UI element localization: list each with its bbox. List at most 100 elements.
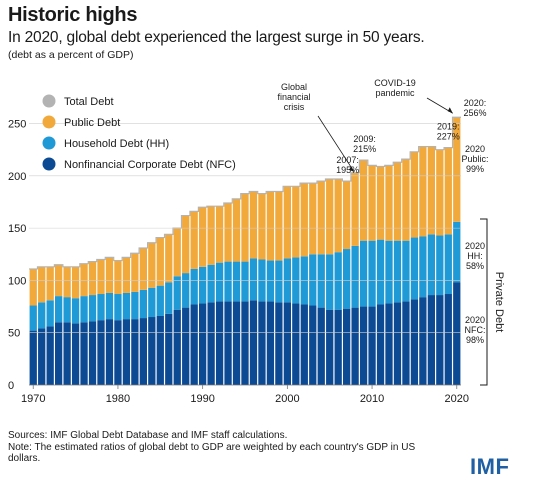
note-line: Note: The estimated ratios of global deb…	[8, 441, 416, 465]
label-2007: 2007: 195%	[336, 155, 359, 175]
label-2020-nfc-line: 98%	[466, 335, 484, 345]
bar-public	[173, 228, 181, 277]
total-debt-line	[29, 116, 461, 270]
bar-hh	[266, 260, 275, 302]
bar-hh	[317, 254, 325, 308]
bar-nfc	[232, 301, 241, 385]
y-tick-label: 0	[8, 380, 14, 392]
x-tick-label: 1980	[106, 393, 130, 405]
bar-public	[148, 242, 156, 288]
bar-nfc	[309, 305, 317, 385]
bar-hh	[97, 294, 105, 321]
bar-hh	[334, 252, 342, 310]
bar-nfc	[334, 309, 342, 385]
bar-public	[71, 266, 80, 299]
bar-public	[182, 215, 190, 274]
gfc-annotation-line: financial	[277, 92, 310, 102]
bar-nfc	[453, 282, 461, 385]
x-tick-label: 2000	[275, 393, 299, 405]
bar-nfc	[165, 313, 173, 385]
legend: Total Debt Public Debt Household Debt (HH)…	[42, 94, 236, 171]
label-2020-public-line: 2020	[465, 144, 485, 154]
label-2020-public-line: Public:	[461, 154, 488, 164]
bar-nfc	[38, 328, 46, 385]
bar-hh	[249, 258, 258, 301]
bar-public	[275, 191, 283, 261]
bar-hh	[326, 254, 334, 310]
bar-public	[63, 266, 71, 298]
bar-public	[38, 266, 46, 303]
bar-nfc	[283, 302, 291, 385]
unit-note: (debt as a percent of GDP)	[8, 49, 134, 61]
legend-label: Public Debt	[64, 117, 120, 129]
covid-annotation: COVID-19 pandemic	[374, 78, 416, 98]
bar-nfc	[368, 306, 376, 385]
bar-nfc	[317, 307, 325, 385]
bar-hh	[38, 302, 46, 329]
bar-hh	[436, 235, 444, 296]
bar-hh	[148, 287, 156, 318]
label-2020-total-line: 256%	[463, 108, 486, 118]
bar-public	[283, 186, 291, 259]
gfc-annotation-line: Global	[281, 82, 307, 92]
bar-nfc	[427, 295, 435, 385]
bar-hh	[199, 266, 207, 304]
label-2007-line: 195%	[336, 165, 359, 175]
label-2020-hh-line: 2020	[465, 241, 485, 251]
legend-swatch	[42, 157, 56, 171]
bar-nfc	[29, 330, 37, 385]
covid-annotation-line: COVID-19	[374, 78, 416, 88]
bar-nfc	[63, 322, 71, 385]
bar-nfc	[199, 303, 207, 385]
bar-public	[190, 211, 198, 269]
bar-public	[165, 234, 173, 283]
bar-layer	[29, 117, 461, 385]
bar-nfc	[393, 302, 402, 385]
bar-public	[139, 248, 147, 290]
bar-hh	[444, 234, 452, 295]
covid-annotation-line: pandemic	[375, 88, 415, 98]
label-2020-public-line: 99%	[466, 164, 484, 174]
bar-public	[207, 206, 215, 265]
bar-public	[97, 259, 105, 295]
bar-public	[317, 181, 325, 255]
bar-nfc	[131, 319, 139, 385]
bar-public	[29, 268, 37, 306]
y-tick-label: 100	[8, 275, 26, 287]
bar-hh	[419, 236, 427, 298]
bar-nfc	[275, 302, 283, 385]
bar-nfc	[436, 295, 444, 385]
bar-hh	[309, 254, 317, 306]
bar-nfc	[359, 306, 368, 385]
bar-nfc	[156, 315, 164, 385]
bar-public	[215, 206, 224, 263]
bar-nfc	[207, 302, 215, 385]
label-2019: 2019: 227%	[437, 122, 460, 142]
bar-nfc	[224, 301, 232, 385]
legend-label: Household Debt (HH)	[64, 138, 169, 150]
bar-public	[88, 261, 97, 296]
bar-nfc	[71, 323, 80, 385]
sources-note: Sources: IMF Global Debt Database and IM…	[8, 430, 448, 465]
bar-hh	[393, 240, 402, 303]
bar-nfc	[385, 303, 393, 385]
x-tick-label: 1990	[190, 393, 214, 405]
bar-hh	[46, 300, 54, 327]
bar-nfc	[326, 309, 334, 385]
bar-public	[309, 183, 317, 255]
bar-public	[351, 172, 359, 246]
label-2020-total-line: 2020:	[464, 98, 487, 108]
label-2007-line: 2007:	[336, 155, 359, 165]
bar-public	[300, 183, 308, 257]
bar-hh	[29, 305, 37, 331]
bar-hh	[122, 292, 131, 320]
bar-public	[393, 162, 402, 241]
private-debt-label: Private Debt	[493, 272, 505, 333]
bar-public	[114, 260, 122, 295]
bar-hh	[114, 294, 122, 321]
axes-layer: 0 50 100 150 200 250 1970 1980 1990 2000 2010 2020	[8, 119, 469, 405]
bar-public	[410, 151, 419, 238]
legend-swatch	[42, 94, 56, 108]
label-2020-nfc: 2020 NFC: 98%	[465, 315, 486, 345]
